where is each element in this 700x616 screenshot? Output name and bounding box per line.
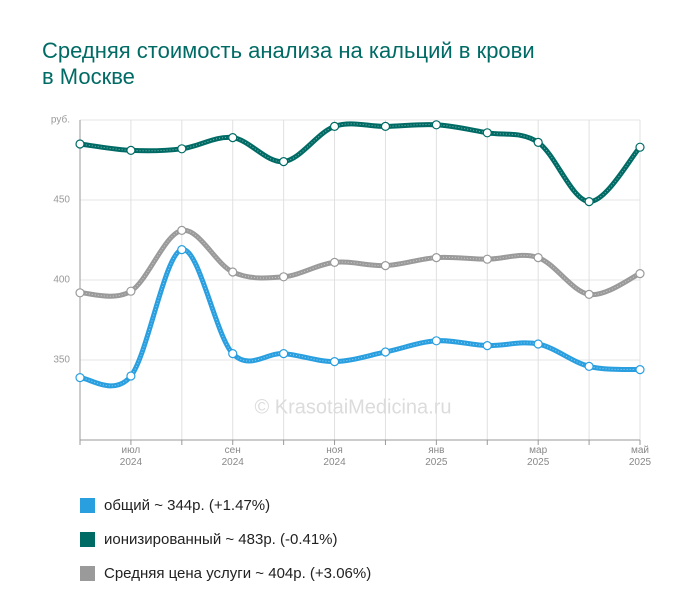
data-point (533, 137, 543, 147)
series-line (79, 227, 642, 299)
data-point (126, 286, 136, 296)
data-point (431, 120, 441, 130)
data-point (431, 253, 441, 263)
legend-swatch (80, 565, 95, 581)
data-point (482, 341, 492, 351)
legend-item: общий ~ 344р. (+1.47%) (80, 488, 371, 522)
legend-label: Средняя цена услуги ~ 404р. (+3.06%) (104, 564, 372, 582)
data-point (329, 121, 340, 132)
data-point (279, 157, 289, 167)
data-point (228, 267, 238, 277)
data-point (279, 272, 289, 282)
data-point (177, 144, 187, 154)
legend-item: ионизированный ~ 483р. (-0.41%) (80, 522, 371, 556)
x-tick-label: мар 2025 (527, 445, 550, 468)
data-point (584, 361, 594, 371)
x-tick-label: сен 2024 (221, 445, 244, 468)
x-tick-label: ноя 2024 (323, 445, 346, 468)
x-tick-label: янв 2025 (425, 445, 448, 468)
data-point (431, 336, 441, 346)
data-point (75, 288, 85, 298)
y-tick-label: 350 (53, 355, 70, 366)
data-point (380, 121, 391, 132)
data-point (75, 373, 85, 383)
data-point (635, 142, 645, 152)
legend-label: общий ~ 344р. (+1.47%) (104, 496, 271, 514)
legend-swatch (80, 531, 95, 547)
series-line (79, 121, 642, 205)
data-point (482, 128, 492, 138)
x-tick-label: июл 2024 (119, 445, 143, 468)
x-tick-label: май 2025 (628, 445, 652, 468)
data-point (228, 133, 238, 143)
y-tick-label: 400 (53, 275, 70, 286)
legend: общий ~ 344р. (+1.47%) ионизированный ~ 4… (80, 488, 371, 590)
chart-title: Средняя стоимость анализа на кальций в к… (42, 38, 535, 89)
data-point (279, 349, 289, 359)
data-point (380, 261, 391, 271)
data-point (75, 139, 85, 149)
watermark: © KrasotaiMedicina.ru (254, 396, 451, 418)
data-point (177, 225, 187, 235)
data-point (584, 289, 594, 299)
legend-label: ионизированный ~ 483р. (-0.41%) (104, 530, 338, 548)
data-point (329, 257, 340, 267)
y-tick-label: руб. (51, 114, 70, 126)
data-point (635, 269, 645, 279)
y-tick-label: 450 (53, 195, 70, 206)
data-point (380, 347, 391, 357)
data-point (482, 254, 492, 264)
data-point (126, 371, 136, 381)
data-point (584, 197, 594, 207)
data-point (177, 245, 187, 255)
data-point (533, 253, 543, 263)
data-point (329, 357, 340, 367)
data-point (635, 365, 645, 375)
legend-item: Средняя цена услуги ~ 404р. (+3.06%) (80, 556, 371, 590)
data-point (228, 349, 238, 359)
legend-swatch (80, 497, 95, 513)
data-point (533, 339, 543, 349)
data-point (126, 145, 136, 155)
